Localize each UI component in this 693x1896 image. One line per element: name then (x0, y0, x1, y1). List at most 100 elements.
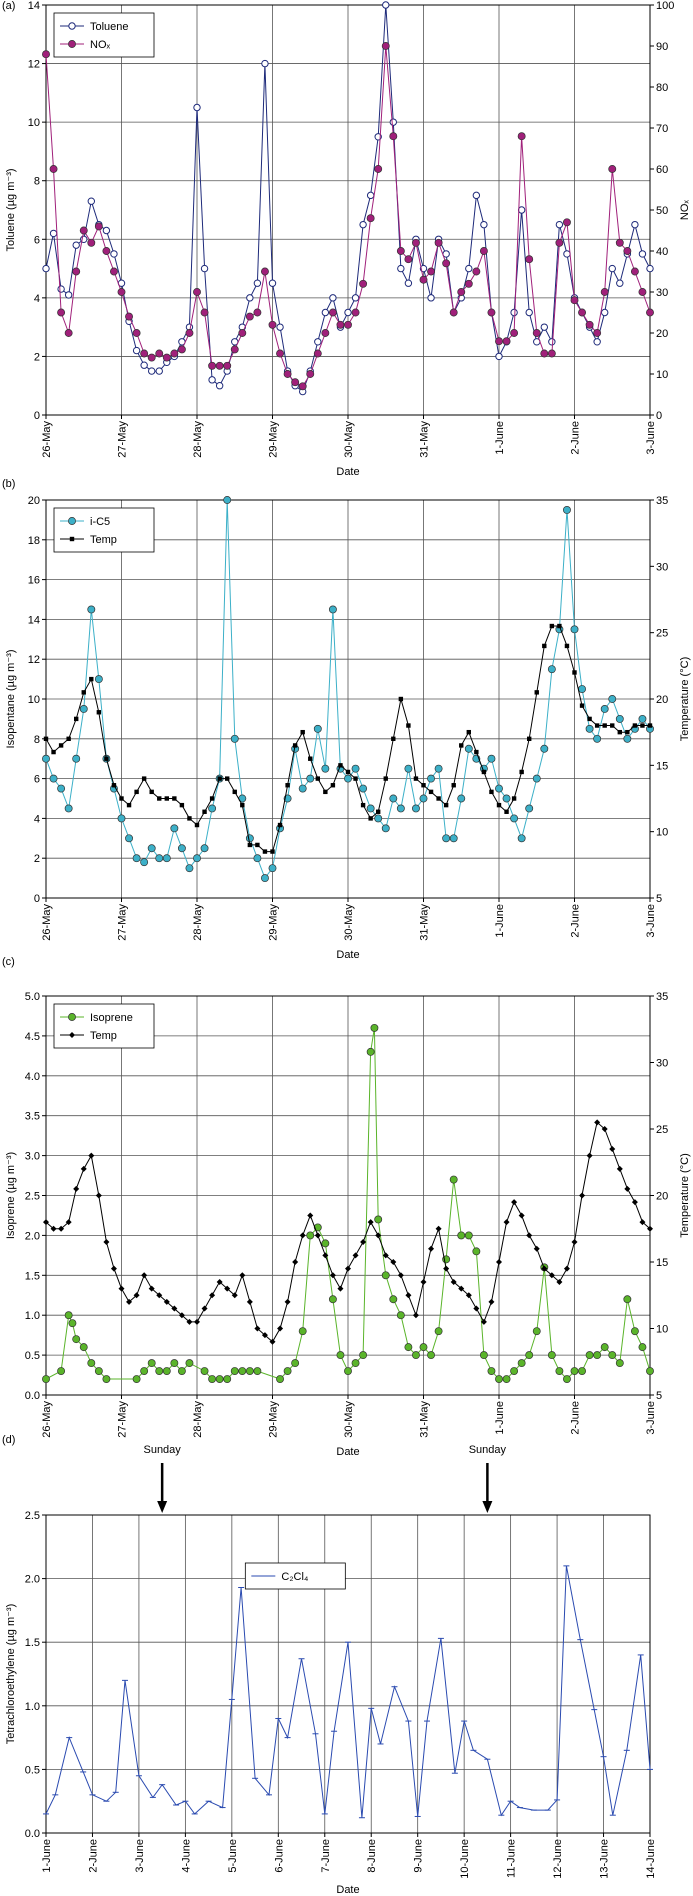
x-tick-label: 4-June (180, 1839, 192, 1873)
data-point (495, 1375, 503, 1383)
data-point (338, 763, 343, 768)
data-point (283, 370, 292, 378)
data-point (65, 1219, 72, 1226)
data-point (284, 1298, 291, 1305)
data-point (542, 643, 547, 649)
data-point (623, 1295, 632, 1304)
y-tick-label-left: 2 (34, 351, 40, 363)
data-point (630, 267, 639, 276)
data-point (587, 716, 592, 722)
y-tick-label-left: 14 (28, 614, 40, 626)
chart-d-grid (45, 1514, 651, 1834)
y-tick-label-left: 6 (34, 234, 40, 246)
data-point (412, 1312, 419, 1319)
data-point (459, 743, 464, 748)
data-point (345, 769, 351, 775)
data-point (344, 1367, 352, 1376)
legend: i-C5 Temp (53, 507, 155, 553)
data-point (359, 784, 368, 793)
data-point (578, 308, 587, 317)
x-tick-label: 31-May (419, 1401, 431, 1438)
data-point (298, 784, 307, 793)
data-point (283, 1367, 292, 1376)
data-point (593, 338, 601, 346)
y-tick-label-left: 6 (34, 774, 40, 786)
data-point (64, 804, 73, 813)
data-point (496, 802, 502, 808)
data-point (230, 734, 239, 743)
data-point (132, 854, 141, 863)
series-b-0 (42, 496, 654, 883)
data-point (79, 704, 88, 713)
plot-frame (45, 1514, 651, 1834)
x-tick-label: 6-June (273, 1839, 285, 1873)
data-point (64, 1311, 73, 1320)
data-point (255, 842, 260, 848)
data-point (511, 796, 517, 801)
data-point (68, 1319, 77, 1328)
y-tick-label-left: 4.5 (25, 1031, 40, 1043)
legend-marker (68, 40, 76, 48)
data-point (125, 834, 134, 843)
x-tick-label: 26-May (41, 904, 53, 941)
data-point (344, 774, 352, 783)
data-point (434, 764, 443, 773)
y-tick-label-left: 1.5 (25, 1270, 40, 1282)
data-point (579, 703, 585, 708)
data-point (547, 349, 556, 358)
annotation-sunday: Sunday (469, 1444, 507, 1513)
legend-marker (68, 1013, 76, 1021)
data-point (517, 1359, 526, 1368)
data-point (171, 1305, 178, 1312)
data-point (102, 247, 111, 255)
data-point (179, 802, 185, 808)
data-point (215, 361, 224, 370)
data-point (623, 247, 632, 255)
legend-label: Temp (90, 534, 117, 546)
series-line (45, 1565, 651, 1818)
data-point (600, 1343, 609, 1352)
data-point (625, 729, 630, 735)
x-tick-label: 2-June (570, 421, 582, 455)
data-point (434, 238, 443, 247)
data-point (472, 1247, 481, 1256)
data-point (276, 349, 284, 358)
data-point (436, 796, 441, 801)
y-tick-label-right: 30 (656, 561, 668, 573)
x-tick-label: 7-June (320, 1839, 332, 1873)
data-point (140, 349, 149, 358)
y-tick-label-right: 90 (656, 41, 668, 53)
data-point (225, 776, 230, 781)
x-axis-label: Date (336, 466, 359, 478)
data-point (532, 1327, 541, 1336)
data-point (230, 345, 239, 354)
data-point (64, 291, 73, 299)
y-tick-label-right: 15 (656, 1257, 668, 1269)
data-point (464, 279, 473, 288)
y-tick-label-left: 4 (34, 813, 40, 825)
data-point (306, 370, 315, 378)
data-point (246, 1298, 253, 1305)
data-point (177, 345, 186, 354)
legend-label: Temp (90, 1030, 117, 1042)
data-point (412, 804, 420, 813)
data-point (329, 294, 337, 302)
data-point (510, 329, 519, 337)
data-point (427, 267, 435, 276)
x-tick-label: 13-June (599, 1839, 611, 1879)
x-axis-label: Date (336, 949, 359, 961)
data-point (208, 1375, 217, 1383)
legend-label: i-C5 (90, 516, 110, 528)
data-point (238, 329, 247, 337)
data-point (556, 1278, 563, 1285)
data-point (321, 764, 330, 773)
y-tick-label-right: 0 (656, 410, 662, 422)
data-point (632, 723, 638, 728)
data-point (42, 754, 50, 763)
data-point (609, 1145, 616, 1152)
data-point (155, 854, 164, 863)
data-point (193, 103, 201, 112)
data-point (563, 1265, 570, 1272)
data-point (435, 1225, 442, 1232)
y-tick-label-right: 100 (656, 0, 674, 12)
